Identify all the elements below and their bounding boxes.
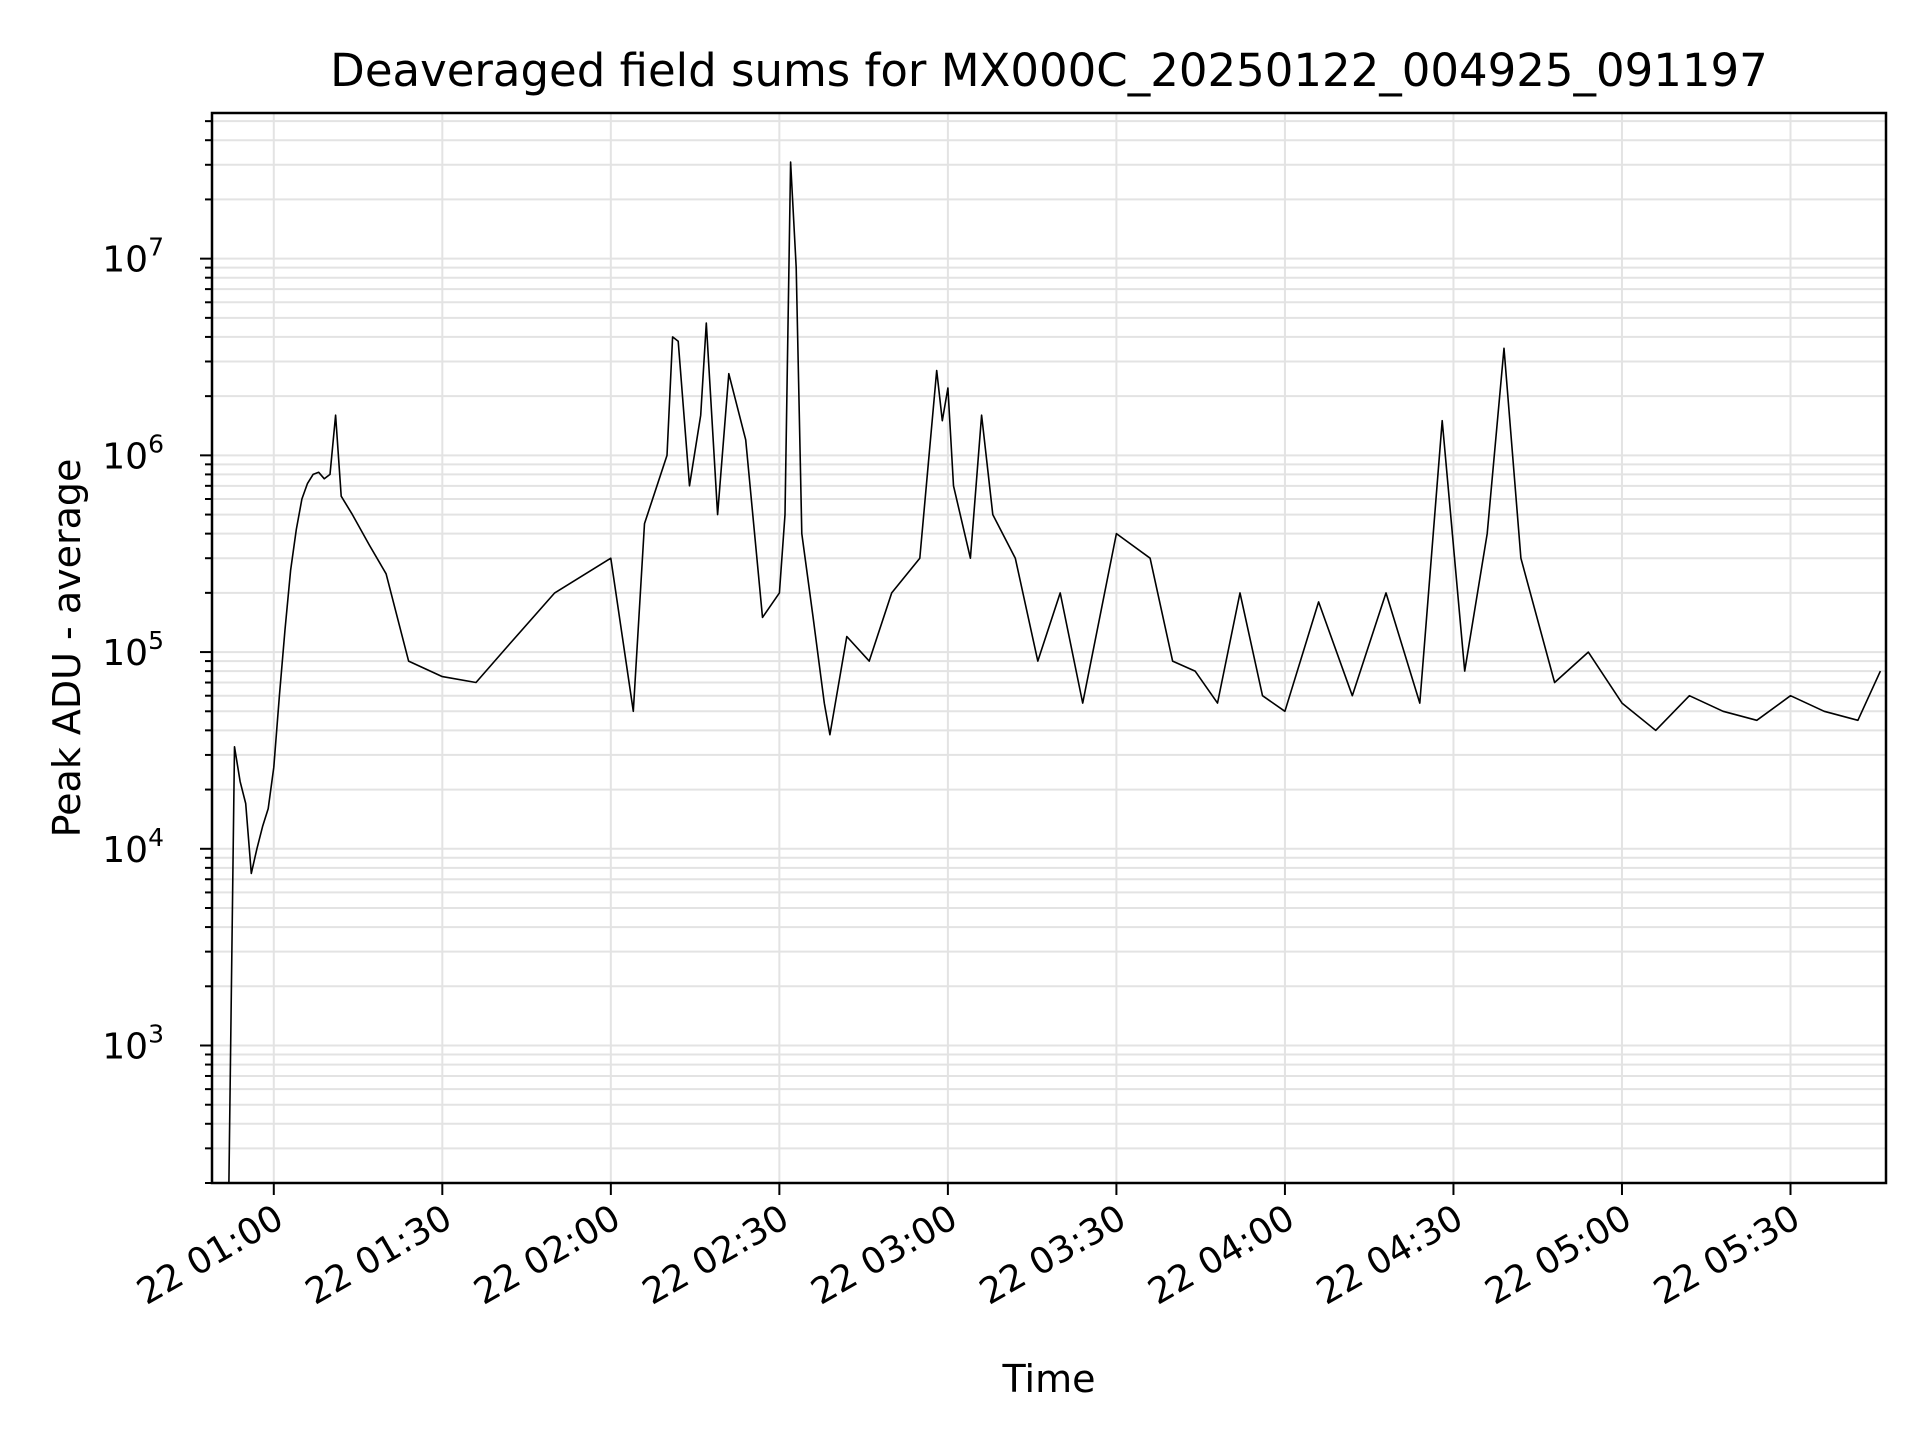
y-tick-label: 106 — [102, 429, 164, 477]
y-tick-exponent: 4 — [148, 823, 164, 852]
chart-title: Deaveraged field sums for MX000C_2025012… — [330, 44, 1768, 97]
axes-frame — [210, 111, 1888, 1185]
y-tick-base: 10 — [102, 240, 148, 281]
y-axis-label: Peak ADU - average — [45, 459, 89, 838]
y-tick-base: 10 — [102, 633, 148, 674]
y-tick-base: 10 — [102, 1027, 148, 1068]
y-tick-exponent: 3 — [148, 1020, 164, 1049]
x-axis-label: Time — [1002, 1357, 1096, 1401]
y-tick-label: 103 — [102, 1020, 164, 1068]
y-tick-base: 10 — [102, 830, 148, 871]
y-tick-exponent: 7 — [148, 233, 164, 262]
series-line — [228, 161, 1882, 1184]
y-tick-exponent: 6 — [148, 429, 164, 458]
grid — [212, 113, 1886, 1184]
y-tick-label: 105 — [102, 626, 164, 674]
y-tick-label: 107 — [102, 233, 164, 281]
y-tick-base: 10 — [102, 436, 148, 477]
y-tick-exponent: 5 — [148, 626, 164, 655]
y-tick-label: 104 — [102, 823, 164, 871]
data-line-layer — [228, 161, 1882, 1184]
